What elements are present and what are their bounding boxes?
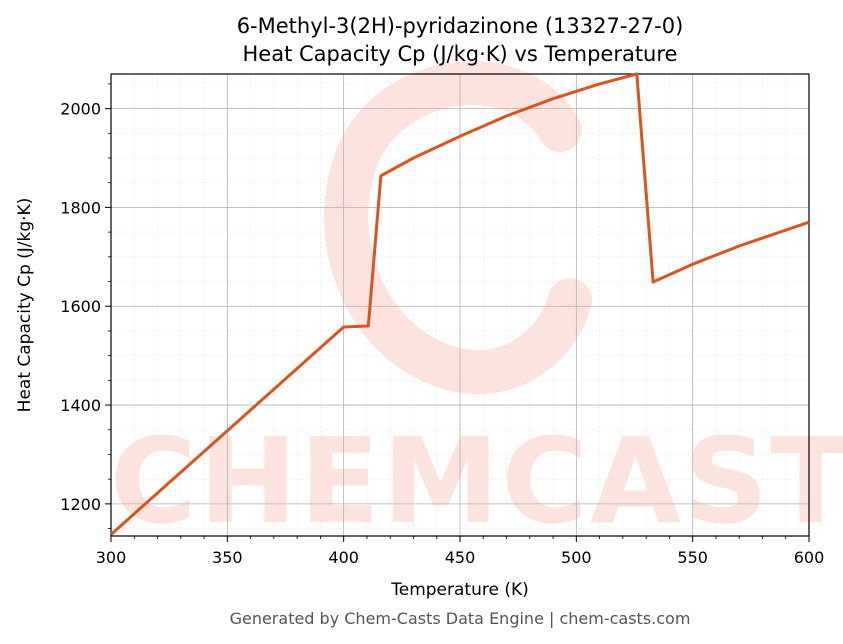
y-tick-label: 1400 xyxy=(60,396,101,415)
x-tick-label: 300 xyxy=(96,548,127,567)
watermark-swirl-icon xyxy=(324,61,592,395)
x-axis-label: Temperature (K) xyxy=(390,580,529,600)
x-tick-label: 400 xyxy=(328,548,359,567)
y-tick-label: 1800 xyxy=(60,198,101,217)
chart-subtitle: Heat Capacity Cp (J/kg·K) vs Temperature xyxy=(243,42,678,66)
x-tick-label: 350 xyxy=(212,548,243,567)
x-tick-label: 450 xyxy=(445,548,476,567)
y-tick-labels: 1200 1400 1600 1800 2000 xyxy=(60,100,101,514)
chart-title: 6-Methyl-3(2H)-pyridazinone (13327-27-0) xyxy=(237,14,684,38)
watermark: CHEMCASTS xyxy=(110,61,843,550)
y-tick-label: 1200 xyxy=(60,495,101,514)
x-tick-label: 550 xyxy=(677,548,708,567)
x-tick-label: 500 xyxy=(561,548,592,567)
footer-credit: Generated by Chem-Casts Data Engine | ch… xyxy=(230,609,691,628)
x-tick-label: 600 xyxy=(794,548,825,567)
x-tick-labels: 300 350 400 450 500 550 600 xyxy=(96,548,825,567)
y-axis-label: Heat Capacity Cp (J/kg·K) xyxy=(15,198,35,413)
watermark-text: CHEMCASTS xyxy=(110,412,843,550)
y-tick-label: 2000 xyxy=(60,100,101,119)
axis-ticks xyxy=(105,83,810,542)
y-tick-label: 1600 xyxy=(60,297,101,316)
series-line xyxy=(110,72,810,536)
